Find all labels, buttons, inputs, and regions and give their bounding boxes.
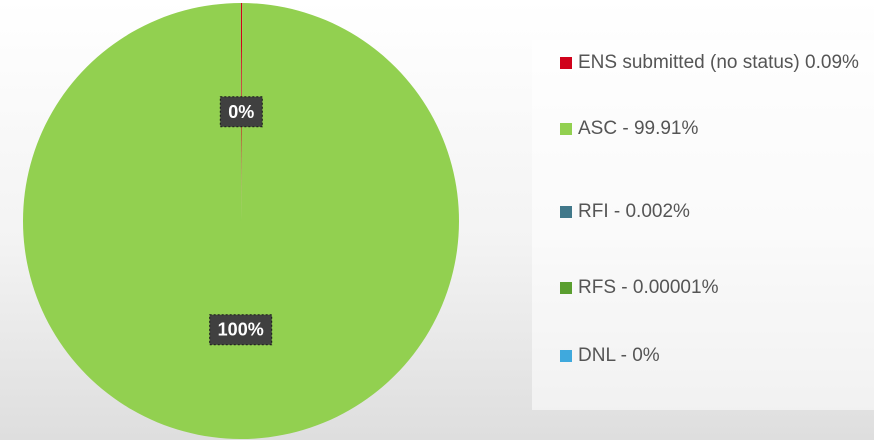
legend-swatch xyxy=(560,57,572,69)
data-label-group: 0% xyxy=(219,96,263,128)
legend-panel xyxy=(532,40,874,410)
data-label: 100% xyxy=(218,320,264,340)
legend-label: RFI - 0.002% xyxy=(578,201,690,222)
legend: ENS submitted (no status) 0.09% ASC - 99.… xyxy=(560,0,874,440)
legend-label: DNL - 0% xyxy=(578,345,660,366)
data-label-box xyxy=(219,96,263,128)
legend-swatch xyxy=(560,350,572,362)
data-label-box xyxy=(209,314,273,346)
legend-item: RFI - 0.002% xyxy=(560,197,866,226)
pie-slice xyxy=(22,3,459,440)
legend-item: RFS - 0.00001% xyxy=(560,273,866,302)
legend-label: ASC - 99.91% xyxy=(578,118,699,139)
legend-swatch xyxy=(560,206,572,218)
legend-swatch xyxy=(560,282,572,294)
legend-item: ENS submitted (no status) 0.09% xyxy=(560,48,866,77)
legend-item: ASC - 99.91% xyxy=(560,114,866,143)
legend-swatch xyxy=(560,123,572,135)
legend-label: RFS - 0.00001% xyxy=(578,277,719,298)
legend-label: ENS submitted (no status) 0.09% xyxy=(578,52,859,73)
legend-item: DNL - 0% xyxy=(560,341,866,370)
data-label-group: 100% xyxy=(209,314,273,346)
data-label: 0% xyxy=(228,102,254,122)
